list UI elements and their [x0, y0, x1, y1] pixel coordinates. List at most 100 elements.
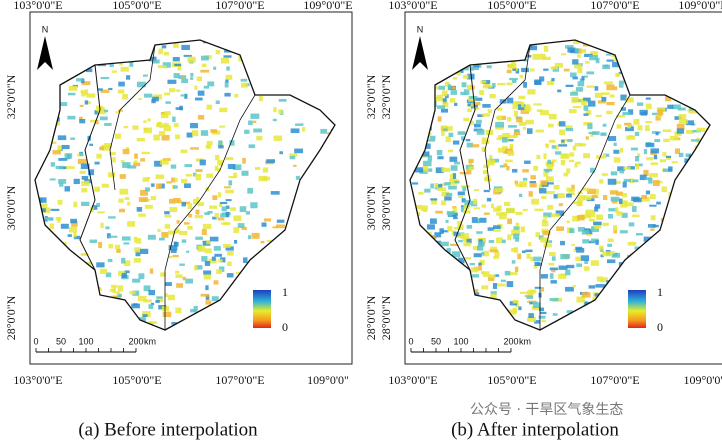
- pixel-patch: [595, 284, 604, 288]
- pixel-patch: [225, 205, 230, 209]
- pixel-patch: [506, 139, 514, 142]
- pixel-patch: [589, 327, 594, 330]
- pixel-patch: [218, 145, 224, 149]
- pixel-patch: [586, 71, 595, 75]
- pixel-patch: [636, 55, 640, 58]
- pixel-patch: [603, 153, 607, 159]
- pixel-patch: [585, 110, 592, 115]
- pixel-patch: [631, 196, 640, 202]
- pixel-patch: [471, 217, 478, 223]
- pixel-patch: [525, 119, 534, 125]
- scale-unit: km: [144, 336, 156, 346]
- pixel-patch: [565, 286, 574, 292]
- pixel-patch: [569, 228, 575, 234]
- pixel-patch: [508, 64, 517, 69]
- pixel-patch: [414, 167, 424, 173]
- pixel-patch: [505, 159, 513, 163]
- pixel-patch: [478, 298, 485, 305]
- pixel-patch: [156, 296, 163, 299]
- pixel-patch: [180, 94, 186, 97]
- pixel-patch: [699, 188, 705, 192]
- pixel-patch: [649, 81, 657, 87]
- pixel-patch: [465, 272, 470, 275]
- pixel-patch: [624, 122, 632, 126]
- pixel-patch: [680, 94, 686, 101]
- pixel-patch: [629, 178, 635, 184]
- pixel-patch: [122, 328, 128, 330]
- pixel-patch: [79, 118, 86, 124]
- scale-label: 50: [56, 336, 66, 346]
- pixel-patch: [585, 61, 590, 64]
- pixel-patch: [445, 136, 451, 143]
- pixel-patch: [707, 214, 710, 218]
- pixel-patch: [619, 230, 628, 234]
- province-boundary: [109, 44, 156, 191]
- pixel-patch: [475, 102, 481, 106]
- pixel-patch: [100, 89, 110, 93]
- pixel-patch: [197, 202, 205, 207]
- pixel-patch: [702, 69, 710, 73]
- pixel-patch: [311, 275, 318, 279]
- pixel-patch: [458, 267, 463, 272]
- pixel-patch: [248, 144, 256, 149]
- pixel-patch: [590, 260, 600, 266]
- pixel-patch: [555, 145, 559, 150]
- pixel-patch: [473, 198, 478, 205]
- pixel-patch: [691, 88, 698, 95]
- legend-min: 0: [282, 320, 288, 334]
- pixel-patch: [467, 103, 471, 107]
- pixel-patch: [639, 174, 647, 181]
- pixel-patch: [173, 43, 179, 48]
- pixel-patch: [284, 45, 292, 51]
- pixel-patch: [514, 110, 518, 117]
- pixel-patch: [632, 179, 639, 183]
- pixel-patch: [420, 312, 428, 317]
- pixel-patch: [514, 129, 520, 133]
- pixel-patch: [609, 94, 615, 98]
- pixel-patch: [493, 274, 500, 277]
- pixel-patch: [601, 92, 610, 95]
- pixel-patch: [671, 161, 678, 164]
- pixel-patch: [119, 305, 126, 312]
- pixel-patch: [423, 73, 429, 80]
- pixel-patch: [438, 68, 445, 72]
- pixel-patch: [643, 284, 652, 288]
- pixel-patch: [431, 64, 440, 71]
- pixel-patch: [667, 104, 674, 109]
- longitude-label: 109°0'0"E: [303, 0, 352, 12]
- pixel-patch: [623, 281, 628, 285]
- pixel-patch: [413, 149, 422, 155]
- pixel-patch: [160, 272, 166, 277]
- pixel-patch: [511, 54, 521, 61]
- pixel-patch: [244, 129, 250, 134]
- pixel-patch: [677, 175, 687, 179]
- pixel-patch: [173, 241, 177, 247]
- pixel-patch: [130, 53, 135, 56]
- pixel-patch: [53, 92, 59, 97]
- pixel-patch: [693, 76, 699, 81]
- pixel-patch: [541, 220, 549, 227]
- pixel-patch: [419, 232, 426, 238]
- pixel-patch: [497, 82, 506, 86]
- pixel-patch: [599, 279, 604, 282]
- pixel-patch: [540, 287, 545, 292]
- pixel-patch: [81, 180, 90, 187]
- pixel-patch: [659, 159, 667, 163]
- pixel-patch: [660, 65, 666, 68]
- pixel-patch: [680, 40, 685, 46]
- pixel-patch: [417, 302, 425, 309]
- pixel-patch: [67, 92, 76, 96]
- province-boundary: [454, 64, 476, 271]
- pixel-patch: [268, 261, 277, 267]
- pixel-patch: [613, 276, 622, 283]
- pixel-patch: [477, 114, 484, 118]
- pixel-patch: [207, 81, 215, 87]
- pixel-patch: [452, 311, 458, 314]
- pixel-patch: [104, 142, 113, 149]
- pixel-patch: [703, 298, 710, 302]
- pixel-patch: [86, 93, 96, 98]
- pixel-patch: [141, 42, 149, 48]
- pixel-patch: [534, 208, 544, 211]
- pixel-patch: [527, 289, 534, 296]
- pixel-patch: [541, 320, 547, 323]
